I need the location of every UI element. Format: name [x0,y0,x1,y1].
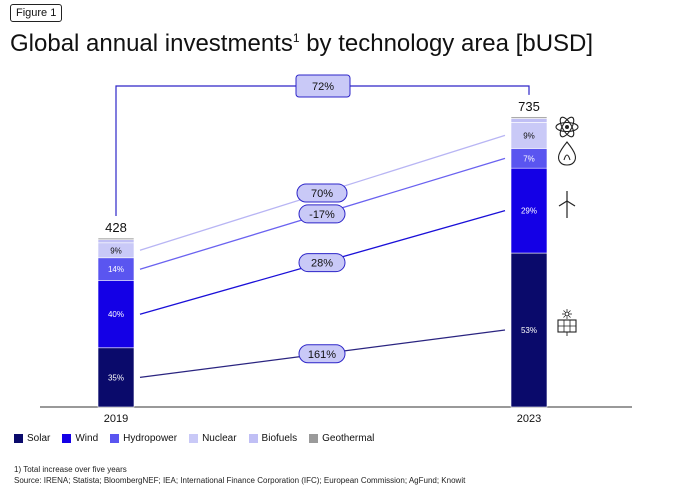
change-solar-label: 161% [308,349,336,361]
segment-label: 40% [108,310,124,319]
footnote: 1) Total increase over five years [14,465,127,474]
total-change-label: 72% [312,81,334,93]
hydropower-drop-icon [557,141,577,166]
x-tick-label: 2023 [517,413,541,425]
legend-item-solar: Solar [14,433,50,444]
bar-segment-wind-2019 [97,280,135,349]
total-change-box [295,74,351,98]
legend-label: Geothermal [322,433,375,444]
nuclear-atom-icon [555,116,579,138]
bar-segment-geothermal-2019 [97,237,135,240]
bar-segment-biofuels-2023 [510,118,548,123]
segment-label: 53% [521,326,537,335]
title-superscript: 1 [292,31,300,45]
legend-swatch [309,434,319,443]
change-wind-label: 28% [311,258,333,270]
legend-label: Solar [27,433,51,444]
x-tick-label: 2019 [104,413,128,425]
change-solar-pill [298,344,346,364]
legend: Solar Wind Hydropower Nuclear Biofuels Geothe… [14,433,374,444]
segment-label: 29% [521,207,537,216]
bar-segment-solar-2019 [97,347,135,408]
bar-segment-nuclear-2023 [510,122,548,149]
legend-swatch [110,434,120,443]
legend-swatch [248,434,258,443]
segment-label: 35% [108,373,124,382]
legend-label: Hydropower [123,433,178,444]
bar-segment-biofuels-2019 [97,239,135,244]
bar-segment-geothermal-2023 [510,116,548,119]
chart-canvas: 35% 40% 14% 9% 428 2019 53% 29% 7% 9% 735 2023 161% 2… [40,74,632,425]
legend-item-wind: Wind [62,433,98,444]
legend-item-biofuels: Biofuels [248,433,298,444]
legend-label: Biofuels [261,433,298,444]
segment-label: 9% [523,131,535,140]
wind-turbine-icon [558,191,576,218]
change-wind-pill [298,253,346,273]
total-label-2023: 735 [518,99,540,114]
total-label-2019: 428 [105,220,127,235]
legend-swatch [62,434,72,443]
legend-item-hydropower: Hydropower [110,433,177,444]
legend-item-geothermal: Geothermal [309,433,374,444]
source-note: Source: IRENA; Statista; BloombergNEF; I… [14,476,466,485]
change-nuclear-label: 70% [311,188,333,200]
legend-swatch [189,434,199,443]
change-hydropower-pill [298,204,346,224]
change-hydropower-label: -17% [309,209,335,221]
segment-label: 7% [523,154,535,163]
legend-swatch [14,434,23,443]
bar-segment-wind-2023 [510,167,548,254]
footnotes: 1) Total increase over five years Source… [14,464,465,486]
legend-label: Wind [75,433,99,444]
change-nuclear-pill [296,183,348,203]
legend-item-nuclear: Nuclear [189,433,237,444]
figure-label: Figure 1 [10,4,63,22]
legend-label: Nuclear [202,433,237,444]
segment-label: 9% [110,246,122,255]
solar-panel-icon [557,309,577,336]
chart-title: Global annual investments1 by technology… [10,30,594,57]
segment-label: 14% [108,265,124,274]
